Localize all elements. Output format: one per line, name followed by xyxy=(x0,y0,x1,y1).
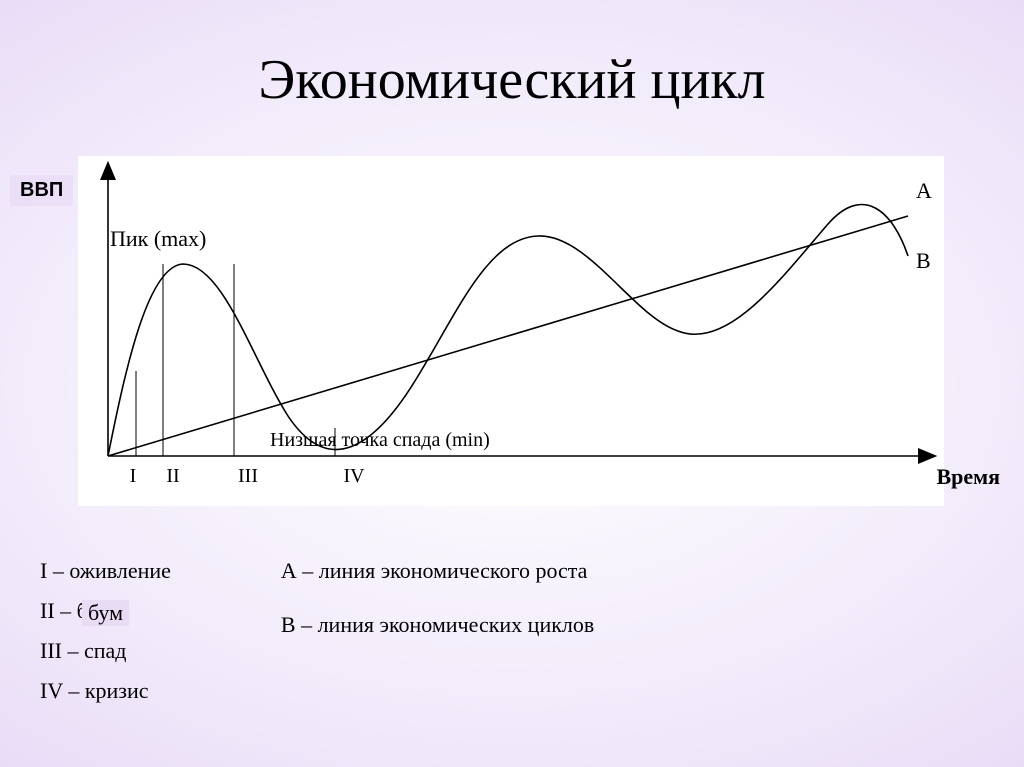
phase-label-1: I xyxy=(130,465,137,487)
legend-item: III – спад xyxy=(40,638,171,664)
phase-label-4: IV xyxy=(343,465,365,487)
legend-item: I – оживление xyxy=(40,558,171,584)
x-axis-label: Время xyxy=(936,464,1000,490)
line-label-a: A xyxy=(916,178,932,203)
economic-cycle-chart: Пик (max) Низшая точка спада (min) I II … xyxy=(78,156,944,506)
legend: I – оживление II – бум III – спад IV – к… xyxy=(40,558,594,704)
low-point-label: Низшая точка спада (min) xyxy=(270,429,490,451)
slide-title: Экономический цикл xyxy=(0,48,1024,112)
peak-label: Пик (max) xyxy=(110,226,206,251)
legend-item: IV – кризис xyxy=(40,678,171,704)
phase-label-2: II xyxy=(166,465,179,487)
legend-item: А – линия экономического роста xyxy=(281,558,594,584)
legend-item: В – линия экономических циклов xyxy=(281,612,594,638)
phase-label-3: III xyxy=(238,465,258,487)
y-axis-label: ВВП xyxy=(10,175,73,206)
trend-line xyxy=(108,216,908,456)
cycle-curve xyxy=(108,205,908,456)
legend-left-column: I – оживление II – бум III – спад IV – к… xyxy=(40,558,171,704)
line-label-b: B xyxy=(916,248,931,273)
legend-right-column: А – линия экономического роста В – линия… xyxy=(281,558,594,704)
boom-overlay: бум xyxy=(82,600,129,626)
